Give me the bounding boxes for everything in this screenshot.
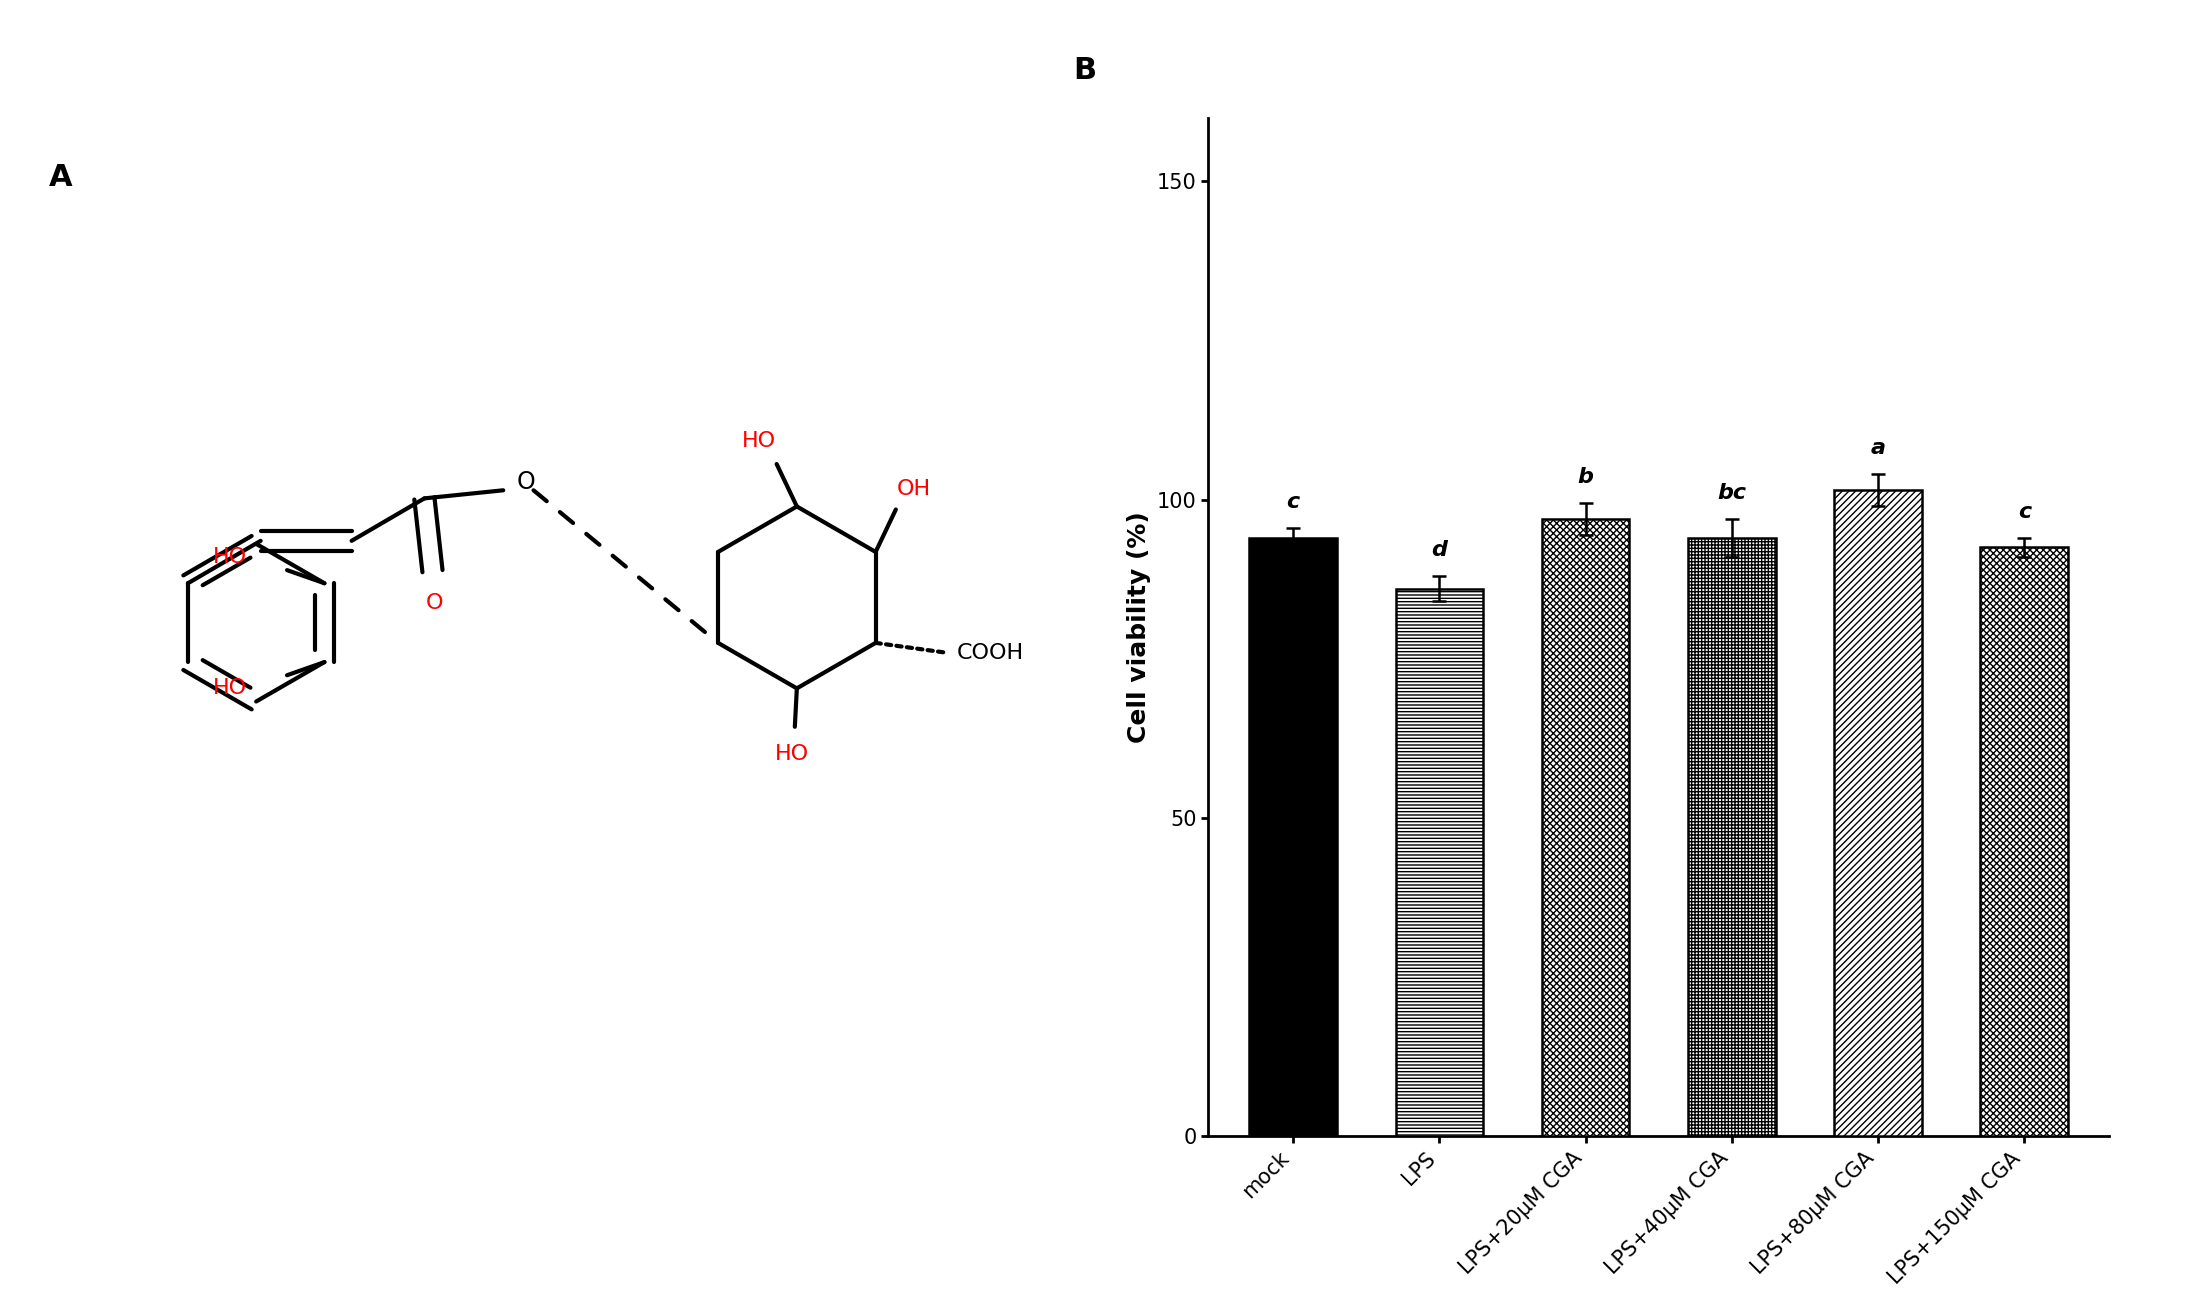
Text: c: c — [1287, 492, 1301, 512]
Text: OH: OH — [896, 479, 932, 499]
Bar — [1395, 589, 1483, 1136]
Bar — [1687, 538, 1775, 1136]
Text: bc: bc — [1718, 483, 1747, 503]
Text: HO: HO — [213, 547, 246, 567]
Bar — [1542, 518, 1630, 1136]
Text: d: d — [1432, 539, 1448, 560]
Text: c: c — [2017, 502, 2030, 522]
Text: O: O — [426, 593, 444, 614]
Text: a: a — [1870, 438, 1885, 458]
Text: b: b — [1577, 466, 1593, 487]
Bar — [1250, 538, 1338, 1136]
Y-axis label: Cell viability (%): Cell viability (%) — [1127, 511, 1151, 743]
Text: HO: HO — [776, 744, 808, 764]
Text: COOH: COOH — [956, 643, 1024, 663]
Text: HO: HO — [213, 678, 246, 699]
Bar — [1979, 547, 2067, 1136]
Text: HO: HO — [740, 431, 776, 451]
Bar — [1834, 490, 1922, 1136]
Text: B: B — [1074, 56, 1096, 85]
Text: O: O — [516, 470, 536, 494]
Text: A: A — [48, 163, 73, 192]
